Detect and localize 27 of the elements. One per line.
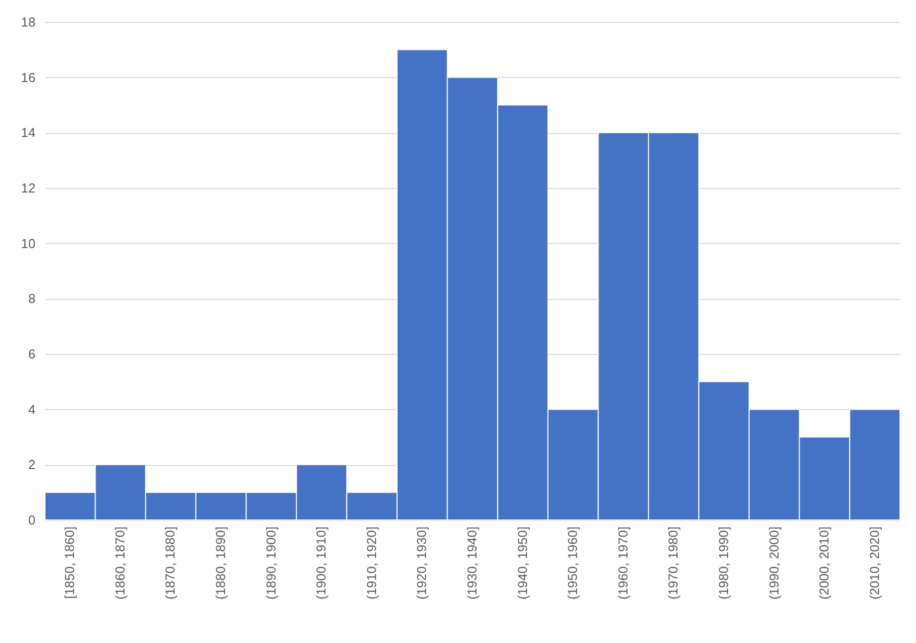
y-tick-label: 18: [21, 14, 36, 30]
x-tick-label: (1900, 1910]: [314, 526, 329, 600]
x-tick-label: (1870, 1880]: [162, 526, 178, 600]
y-tick-label: 4: [28, 402, 36, 417]
x-tick-label: (2010, 2020]: [866, 526, 882, 600]
x-tick-label: [1850, 1860]: [62, 526, 78, 599]
y-tick-label: 12: [21, 180, 36, 196]
x-tick-label: (1990, 2000]: [766, 526, 782, 600]
x-tick-label: (1880, 1890]: [213, 526, 228, 600]
y-tick-label: 8: [28, 291, 36, 306]
x-tick-label: (1950, 1960]: [565, 526, 580, 600]
x-tick-label: (1960, 1970]: [615, 526, 630, 600]
x-tick-label: (1920, 1930]: [414, 526, 430, 600]
x-tick-label: (1860, 1870]: [112, 526, 128, 600]
x-tick-label: (1890, 1900]: [263, 526, 278, 600]
y-tick-label: 14: [21, 125, 36, 140]
x-tick-label: (1980, 1990]: [716, 526, 731, 600]
y-tick-label: 2: [28, 457, 36, 472]
x-tick-label: (1970, 1980]: [666, 526, 681, 600]
y-tick-label: 0: [28, 512, 36, 528]
x-tick-label: (1940, 1950]: [514, 526, 530, 600]
x-tick-label: (2000, 2010]: [816, 526, 832, 600]
y-tick-label: 6: [28, 346, 36, 362]
y-tick-label: 16: [21, 70, 36, 85]
x-tick-label: (1910, 1920]: [364, 526, 379, 600]
y-tick-label: 10: [21, 236, 36, 251]
x-tick-label: (1930, 1940]: [464, 526, 480, 600]
